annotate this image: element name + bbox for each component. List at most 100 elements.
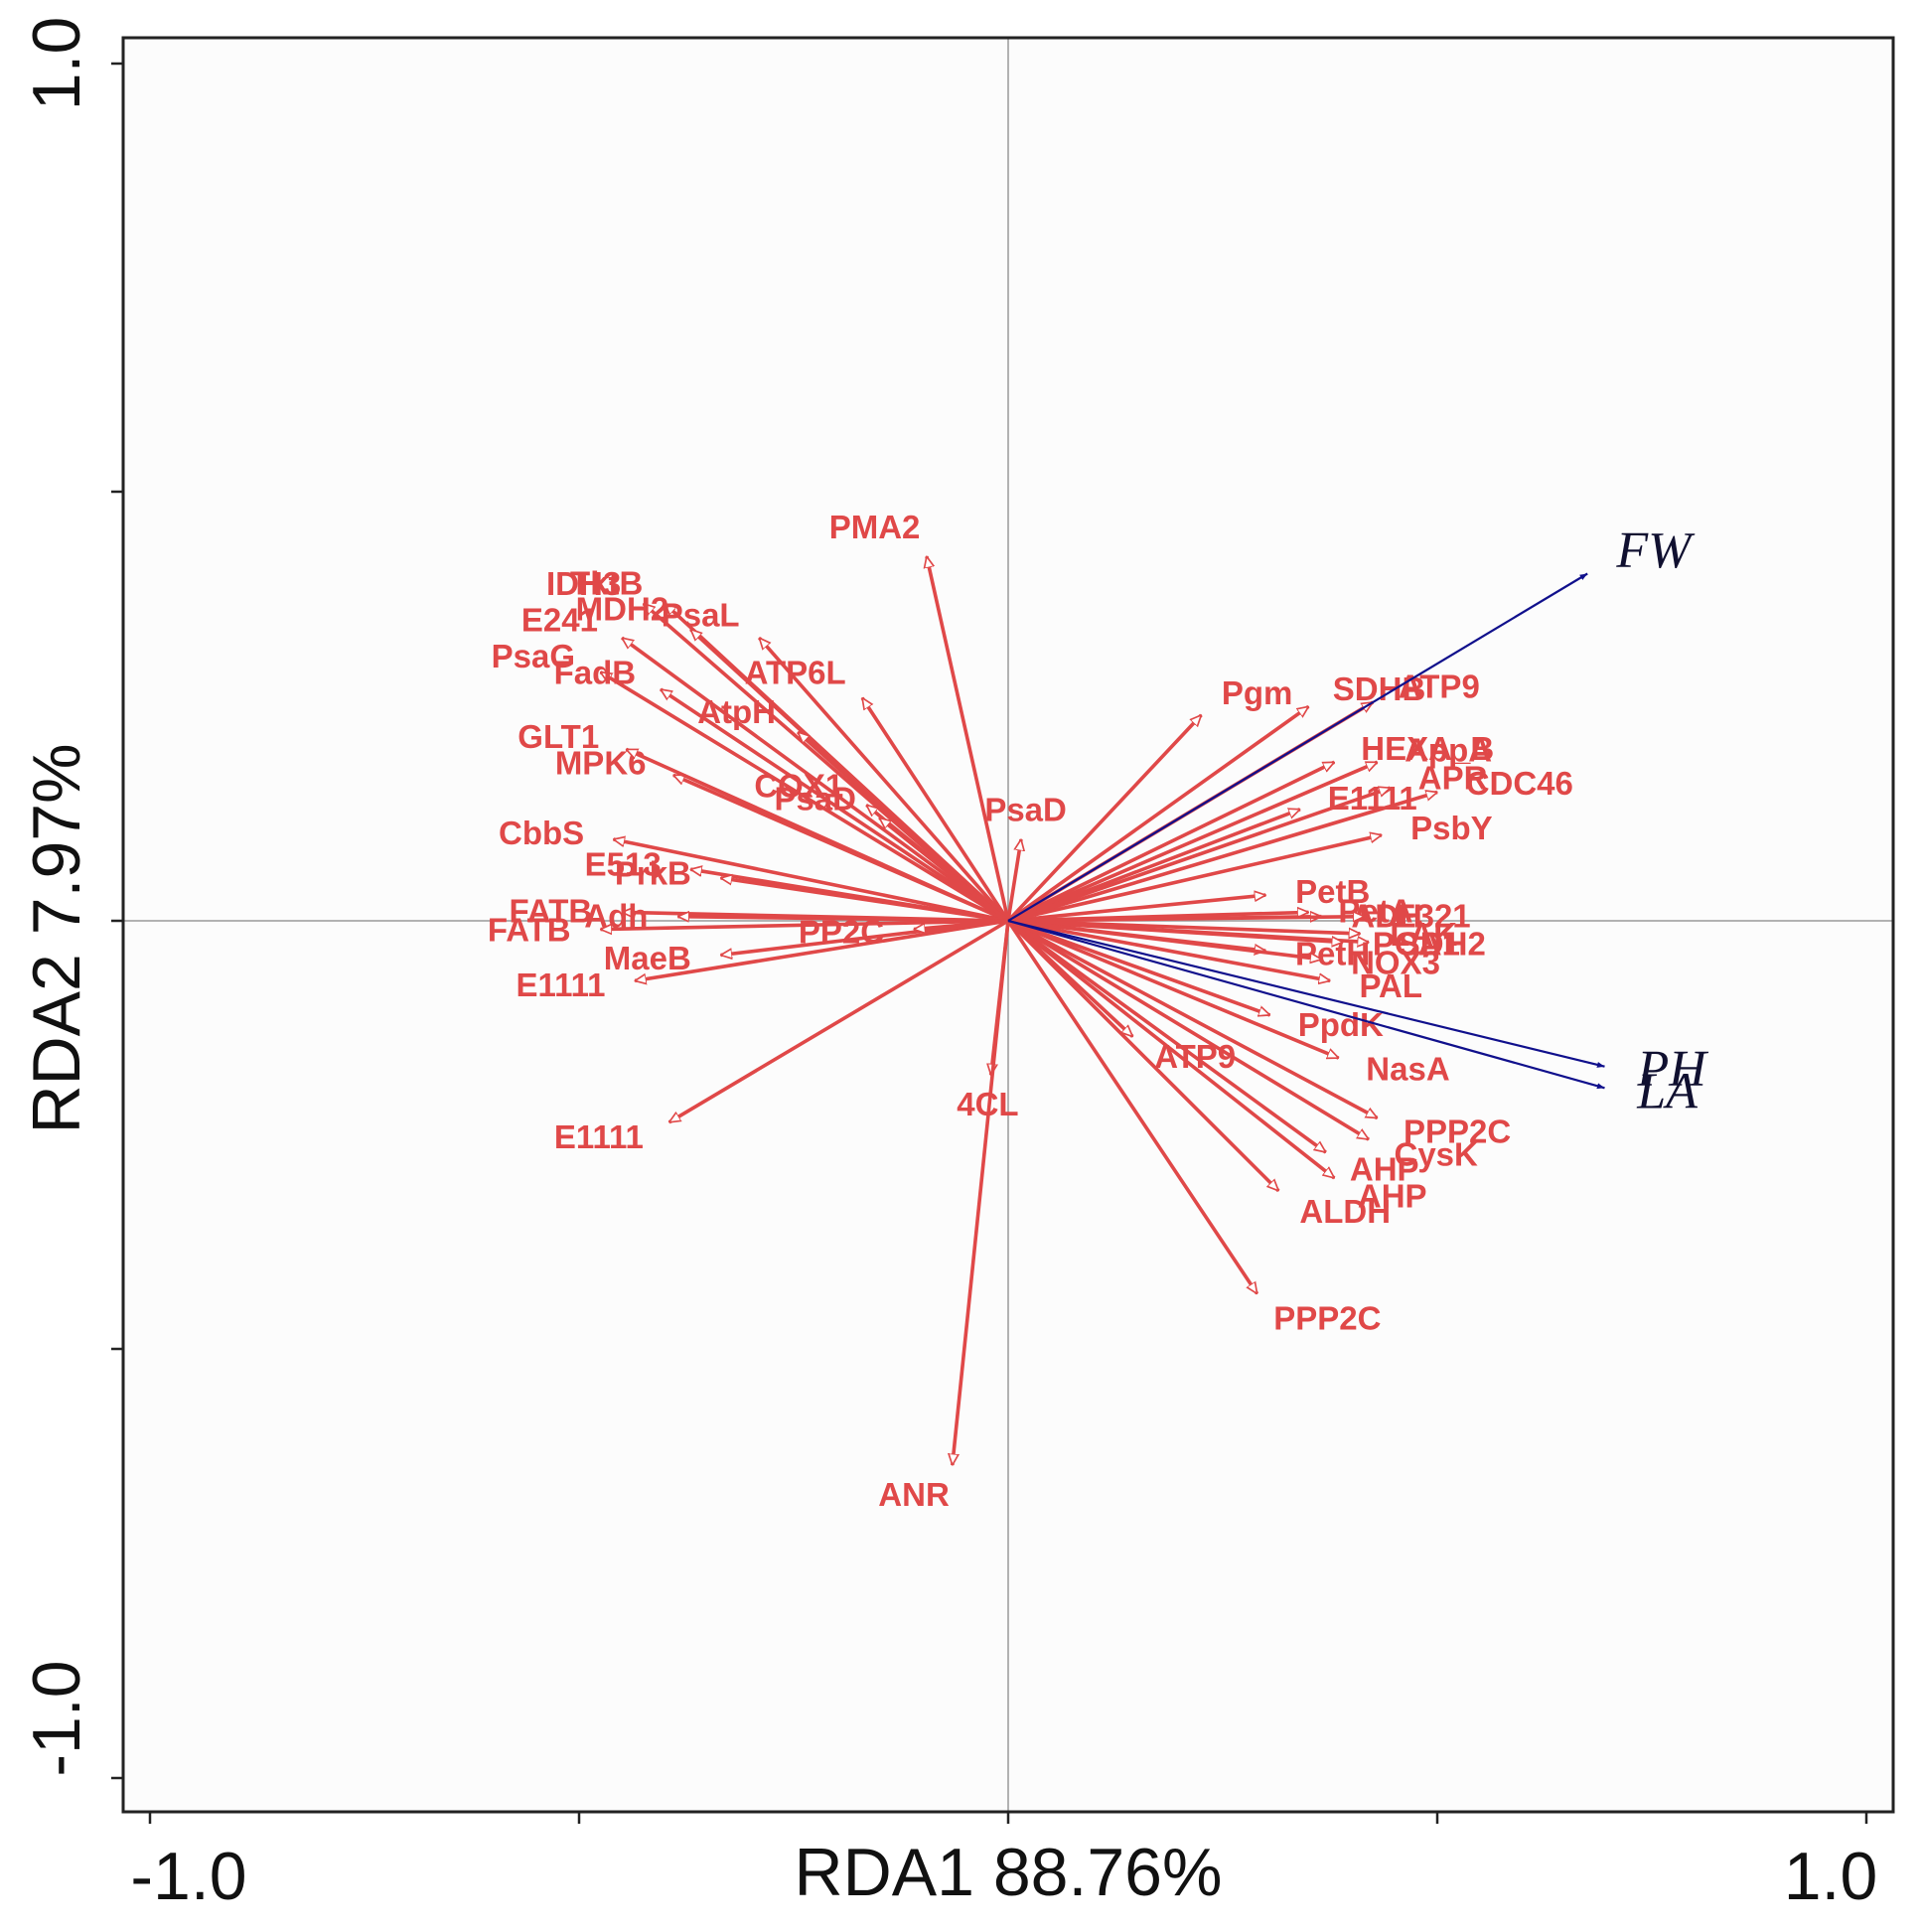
gene-label-pgm: Pgm	[1222, 674, 1293, 711]
gene-label-ppdk: PpdK	[1298, 1006, 1384, 1043]
gene-label-fatb: FATB	[509, 893, 592, 930]
gene-label-atp9: ATP9	[1399, 669, 1480, 705]
gene-label-pal: PAL	[1360, 967, 1423, 1004]
gene-label-hexa-b: HEXA_B	[1361, 730, 1494, 767]
env-vector-fw	[1007, 572, 1588, 922]
gene-label-fadb: FadB	[554, 654, 637, 690]
x-axis-title: RDA1 88.76%	[795, 1835, 1223, 1910]
gene-vector-e1111	[635, 919, 1009, 980]
gene-vector-nasa	[1007, 919, 1339, 1060]
gene-label-pca1: PCA1	[1373, 926, 1460, 963]
gene-label-nox3: NOX3	[1351, 945, 1440, 981]
gene-label-cdc46: CDC46	[1466, 765, 1573, 802]
gene-label-atph: AtpH	[697, 693, 776, 730]
gene-label-appa: AppA	[1405, 732, 1492, 769]
gene-label-tktb: TktB	[570, 564, 643, 601]
gene-vector-e321	[1007, 917, 1365, 921]
gene-vector-psad	[879, 816, 1010, 923]
gene-vector-prkb	[721, 878, 1009, 923]
gene-vector-apr	[1007, 788, 1391, 923]
gene-vector-psag	[601, 670, 1009, 923]
y-tick-label-max: 1.0	[19, 17, 94, 111]
env-label-la: LA	[1636, 1064, 1698, 1120]
gene-label-e1111: E1111	[554, 1118, 644, 1155]
gene-label-prkb: PrkB	[615, 854, 691, 891]
gene-vector-atph	[798, 732, 1010, 923]
gene-vector-glt1	[627, 747, 1009, 923]
gene-label-atp9: ATP9	[1154, 1038, 1236, 1075]
gene-vector-e241	[622, 636, 1010, 923]
y-axis-title: RDA2 7.97%	[19, 743, 94, 1133]
gene-label-ahp: AHP	[1350, 1151, 1419, 1188]
gene-label-cysk: CysK	[1395, 1136, 1479, 1173]
gene-label-e241: E241	[521, 602, 598, 639]
gene-label-psad: PsaD	[774, 781, 856, 817]
gene-vector-pp2c	[914, 919, 1009, 930]
gene-label-lak: LAK	[1390, 916, 1457, 953]
gene-vector-atp9	[1006, 919, 1132, 1037]
gene-vector-ahp	[1006, 919, 1334, 1180]
gene-vector-pgm	[1006, 715, 1201, 923]
env-vector-ph	[1007, 919, 1605, 1068]
gene-label-ahp: AHP	[1358, 1178, 1427, 1215]
gene-label-psad: PsaD	[984, 791, 1067, 827]
gene-label-anr: ANR	[878, 1476, 950, 1513]
y-axis-ticks	[111, 62, 123, 1780]
gene-vector-ppp2c	[1006, 920, 1259, 1293]
x-tick-label-max: 1.0	[1784, 1839, 1878, 1914]
gene-vector-psad	[1006, 839, 1021, 922]
gene-label-idh3: IDH3	[546, 565, 621, 602]
gene-vector-ppdk	[1007, 919, 1270, 1015]
gene-label-pma2: PMA2	[829, 509, 921, 545]
gene-vector-fatb	[601, 919, 1009, 930]
gene-vector-pma2	[927, 556, 1010, 922]
gene-label-pp2c: PP2C	[799, 913, 884, 950]
gene-vector-ppp2c	[1007, 919, 1378, 1120]
gene-vector-psby	[1007, 835, 1382, 923]
gene-vector-psal	[759, 638, 1010, 923]
gene-label-petb: PetB	[1295, 873, 1370, 910]
gene-vector-cysk	[1007, 919, 1369, 1141]
env-label-fw: FW	[1615, 522, 1696, 579]
gene-label-peta: PetA	[1338, 893, 1412, 930]
gene-label-psby: PsbY	[1410, 810, 1493, 846]
gene-label-nasa: NasA	[1366, 1051, 1449, 1088]
gene-vector-e1111	[669, 919, 1009, 1124]
gene-label-sdhb: SDHB	[1333, 670, 1426, 707]
gene-vector-atp6l	[860, 698, 1010, 922]
gene-label-ppp2c: PPP2C	[1404, 1114, 1511, 1150]
gene-vector-cbbs	[614, 839, 1009, 923]
gene-label-atp6l: ATP6L	[745, 655, 846, 691]
gene-label-sdh2: SDH2	[1399, 925, 1486, 962]
env-vector-la	[1007, 919, 1605, 1090]
gene-vector-ahp	[1006, 919, 1326, 1154]
gene-label-aldh: ALDH	[1299, 1193, 1391, 1230]
x-tick-label-min: -1.0	[130, 1839, 246, 1914]
gene-label-psag: PsaG	[492, 638, 575, 674]
gene-label-e321: E321	[1395, 897, 1471, 934]
gene-label-e513: E513	[585, 845, 662, 882]
gene-vector-pal	[1007, 919, 1330, 980]
gene-label-cbbs: CbbS	[499, 815, 584, 851]
gene-label-e1111: E1111	[517, 966, 606, 1003]
gene-label-ppp2c: PPP2C	[1273, 1299, 1381, 1336]
gene-vector-sdhb	[1006, 704, 1308, 923]
gene-label-cox1: COX1	[754, 768, 843, 805]
gene-vector-lak	[1007, 919, 1360, 934]
gene-vector-cdc46	[1007, 793, 1437, 923]
gene-vector-fadb	[661, 687, 1009, 923]
gene-vector-aldh	[1006, 919, 1278, 1191]
x-axis-ticks	[148, 1812, 1868, 1824]
gene-label-mdh2: MDH2	[576, 590, 669, 627]
gene-vector-nox3	[1007, 919, 1321, 960]
gene-label-maeb: MaeB	[604, 940, 691, 976]
gene-vector-adh	[677, 917, 1009, 921]
gene-vector-anr	[953, 920, 1010, 1465]
y-tick-label-min: -1.0	[19, 1660, 94, 1776]
gene-label-glt1: GLT1	[517, 718, 599, 755]
gene-label-fatb: FATB	[488, 911, 571, 948]
gene-vector-petb	[1007, 895, 1265, 923]
